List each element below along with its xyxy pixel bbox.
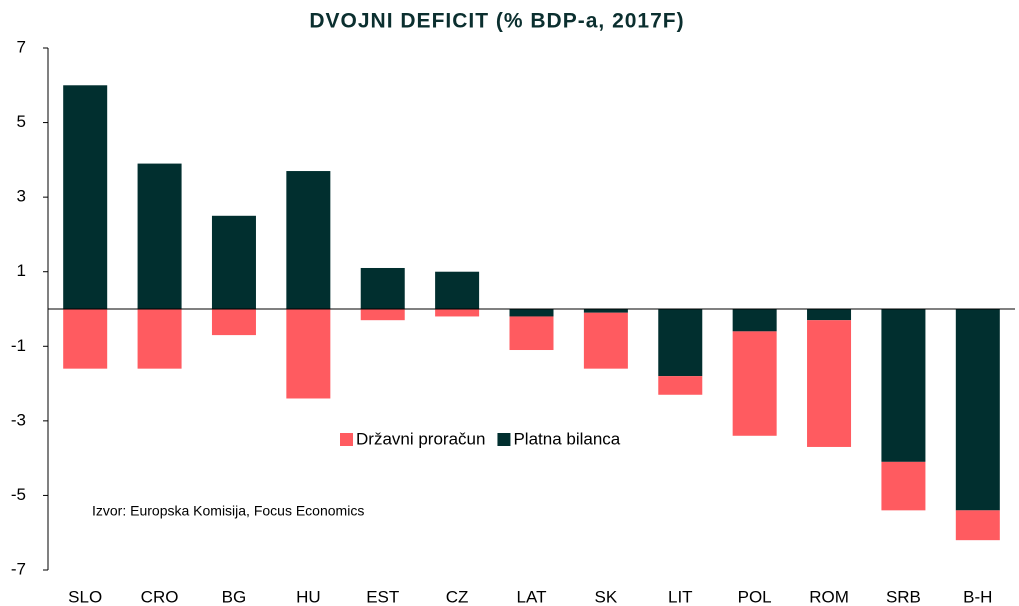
bar-segment	[509, 316, 554, 351]
bar-segment	[286, 309, 331, 399]
legend-label: Državni proračun	[356, 429, 485, 448]
chart-title: DVOJNI DEFICIT (% BDP-a, 2017F)	[309, 10, 684, 33]
bar-segment	[63, 309, 108, 369]
y-tick-label: 1	[17, 261, 26, 280]
bar-segment	[583, 309, 628, 313]
bar-segment	[583, 312, 628, 369]
y-tick-label: 3	[17, 187, 26, 206]
bar-segment	[807, 309, 852, 321]
y-tick-label: -7	[11, 559, 26, 578]
x-tick-label: SRB	[886, 587, 921, 606]
x-tick-label: CRO	[141, 587, 179, 606]
y-tick-label: 7	[17, 37, 26, 56]
bar-segment	[137, 163, 182, 309]
bar-segment	[360, 267, 405, 309]
bar-segment	[435, 309, 480, 317]
bar-segment	[211, 215, 256, 309]
legend-label: Platna bilanca	[513, 429, 620, 448]
x-tick-label: CZ	[446, 587, 469, 606]
bar-segment	[286, 171, 331, 309]
y-tick-label: 5	[17, 112, 26, 131]
y-tick-label: -5	[11, 485, 26, 504]
x-tick-label: LIT	[668, 587, 693, 606]
bar-segment	[360, 309, 405, 321]
legend-swatch	[340, 433, 353, 446]
y-tick-label: -1	[11, 336, 26, 355]
bar-segment	[509, 309, 554, 317]
bar-segment	[211, 309, 256, 336]
bar-segment	[435, 271, 480, 309]
x-tick-label: BG	[222, 587, 247, 606]
x-tick-label: B-H	[963, 587, 992, 606]
bar-segment	[732, 309, 777, 332]
x-tick-label: POL	[738, 587, 772, 606]
x-tick-label: HU	[296, 587, 321, 606]
y-tick-label: -3	[11, 410, 26, 429]
x-tick-label: EST	[366, 587, 399, 606]
bar-segment	[955, 510, 1000, 541]
bar-segment	[807, 320, 852, 447]
bar-segment	[658, 309, 703, 377]
bar-segment	[881, 309, 926, 462]
x-tick-label: SLO	[68, 587, 102, 606]
bar-segment	[137, 309, 182, 369]
x-tick-label: SK	[595, 587, 618, 606]
source-note: Izvor: Europska Komisija, Focus Economic…	[92, 503, 364, 519]
bar-segment	[955, 309, 1000, 511]
bar-segment	[732, 331, 777, 436]
bar-segment	[658, 376, 703, 395]
x-tick-label: LAT	[517, 587, 547, 606]
bar-segment	[881, 461, 926, 511]
x-tick-label: ROM	[809, 587, 849, 606]
bar-segment	[63, 85, 108, 310]
legend-swatch	[497, 433, 511, 446]
